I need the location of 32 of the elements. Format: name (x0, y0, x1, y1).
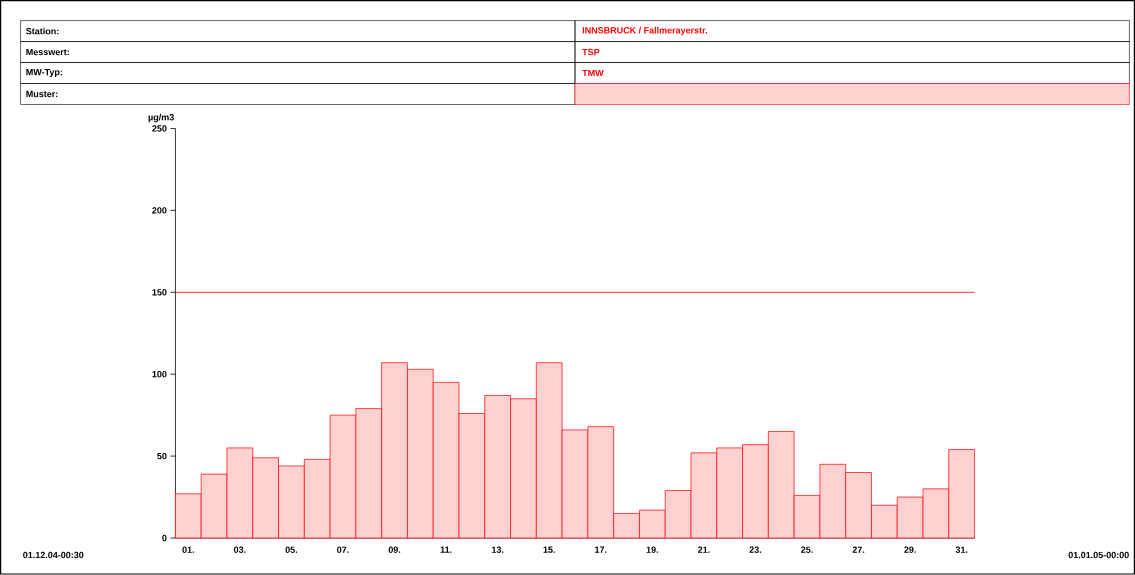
x-tick-label: 19. (646, 546, 658, 554)
x-tick-label: 03. (233, 546, 246, 554)
x-tick-label: 13. (491, 546, 504, 554)
text: 01.01.05-00:00 (1068, 552, 1129, 559)
y-tick-label: 250 (152, 125, 167, 132)
text: Muster: (26, 91, 58, 98)
x-tick-label: 23. (749, 546, 762, 554)
text: Station: (26, 27, 59, 35)
x-tick-label: 31. (955, 546, 968, 554)
x-tick-label: 27. (852, 546, 865, 554)
y-axis-title: µg/m3 (148, 114, 174, 123)
x-tick-label: 05. (285, 546, 298, 554)
y-tick-label: 50 (157, 453, 167, 460)
text: 01.12.04-00:30 (23, 552, 84, 559)
x-tick-label: 15. (543, 546, 555, 554)
text: INNSBRUCK / Fallmerayerstr. (582, 27, 707, 36)
x-tick-label: 25. (801, 546, 813, 554)
y-tick-label: 0 (162, 535, 167, 542)
x-tick-label: 07. (337, 546, 349, 554)
text: TSP (582, 49, 600, 56)
y-tick-label: 200 (152, 207, 167, 214)
x-tick-label: 17. (595, 546, 607, 553)
text: MW-Typ: (26, 69, 63, 78)
x-tick-label: 01. (182, 546, 194, 554)
y-tick-label: 150 (152, 289, 167, 296)
x-tick-label: 09. (388, 546, 401, 554)
x-tick-label: 29. (904, 546, 916, 554)
x-tick-label: 21. (697, 546, 710, 554)
text: Messwert: (26, 49, 69, 56)
text: TMW (582, 70, 604, 77)
x-tick-label: 11. (440, 546, 452, 553)
y-tick-label: 100 (152, 371, 167, 378)
